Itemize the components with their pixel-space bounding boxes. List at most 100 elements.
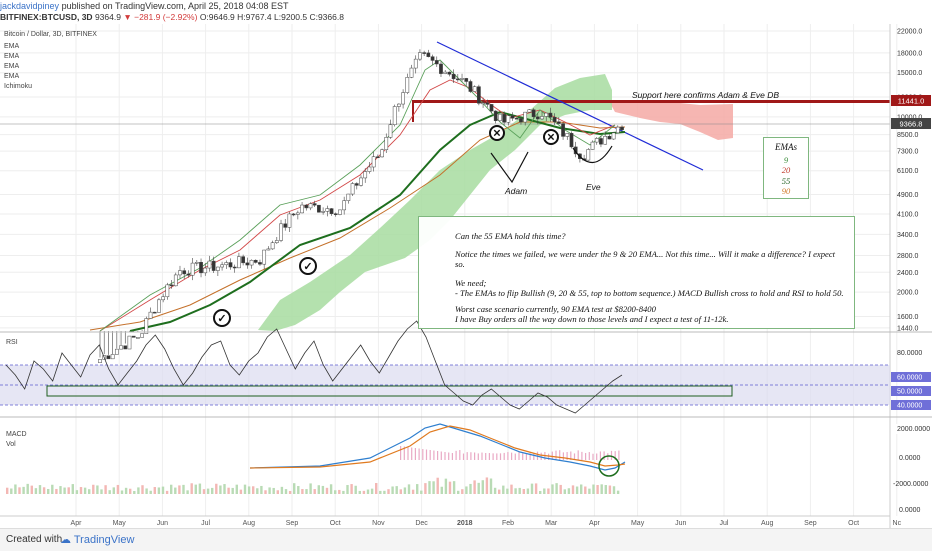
volume-bar [387, 489, 390, 494]
volume-bar [112, 487, 115, 494]
price-tick-11: 2800.0 [897, 253, 919, 260]
volume-bar [555, 483, 558, 494]
macd-histogram-bar [555, 450, 557, 460]
candle-body [401, 92, 405, 105]
volume-bar [428, 481, 431, 494]
volume-bar [211, 487, 214, 494]
volume-bar [424, 483, 427, 494]
volume-bar [182, 484, 185, 494]
volume-bar [592, 484, 595, 494]
candle-body [110, 354, 115, 360]
volume-bar [231, 487, 234, 494]
candle-body [127, 335, 132, 350]
time-tick-0: Apr [71, 520, 83, 527]
macd-cross-circle [598, 455, 620, 477]
candle-body [216, 266, 220, 271]
price-change: −281.9 (−2.92%) [134, 12, 198, 22]
volume-bar [543, 488, 546, 494]
volume-bar [252, 486, 255, 494]
macd-histogram-bar [418, 448, 420, 460]
volume-bar [18, 487, 21, 494]
volume-bar [440, 486, 443, 494]
candle-body [249, 259, 254, 266]
candle-body [611, 132, 616, 140]
note-paragraph-1: Notice the times we failed, we were unde… [455, 249, 836, 270]
candle-body [270, 242, 275, 250]
macd-tick-0: 0.0000 [899, 455, 921, 462]
volume-bar [334, 490, 337, 494]
macd-histogram-bar [525, 453, 527, 460]
current-price-tag [891, 118, 931, 129]
volume-bar [133, 490, 136, 494]
price-tick-5: 8500.0 [897, 132, 919, 139]
candle-body [165, 284, 170, 298]
volume-bar [551, 484, 554, 494]
candle-body [590, 141, 595, 150]
volume-bar [276, 490, 279, 494]
macd-histogram-bar [485, 452, 487, 460]
macd-histogram-bar [566, 451, 568, 460]
volume-bar [198, 483, 202, 494]
macd-histogram-bar [599, 451, 601, 460]
volume-bar [518, 487, 521, 494]
volume-bar [51, 484, 54, 494]
rsi-tick-50: 50.0000 [897, 389, 922, 396]
price-tick-6: 7300.0 [897, 149, 919, 156]
volume-bar [321, 485, 325, 494]
author-link[interactable]: jackdavidpiney [0, 1, 60, 11]
svg-text:✓: ✓ [217, 313, 226, 325]
time-tick-16: Aug [761, 520, 774, 527]
candle-body [144, 318, 149, 334]
candle-body [548, 112, 553, 118]
candle-body [540, 116, 544, 120]
candle-body [367, 166, 372, 172]
symbol-line: BITFINEX:BTCUSD, 3D 9364.9 ▼ −281.9 (−2.… [0, 12, 344, 22]
volume-bar [206, 488, 210, 494]
volume-bar [379, 490, 382, 494]
volume-bar [411, 489, 415, 494]
macd-histogram-bar [455, 450, 457, 460]
time-tick-17: Sep [804, 520, 817, 527]
volume-bar [157, 487, 161, 494]
macd-histogram-bar [533, 453, 535, 460]
macd-histogram-bar [433, 450, 435, 460]
volume-bar [264, 490, 267, 494]
ema-20-line [99, 79, 616, 332]
candle-body [460, 78, 464, 80]
volume-bar [170, 484, 173, 494]
volume-bar [473, 480, 476, 494]
ohlc-values: O:9646.9 H:9767.4 L:9200.5 C:9366.8 [199, 12, 344, 22]
candle-body [477, 86, 481, 104]
time-tick-6: Oct [330, 520, 341, 527]
macd-histogram-bar [470, 452, 472, 460]
ema-legend-box: EMAs 9 20 55 90 [763, 137, 809, 199]
candle-body [615, 126, 620, 134]
price-tick-2: 15000.0 [897, 70, 922, 77]
volume-bar [59, 486, 62, 494]
price-chart[interactable]: ✕ ✕ ✓ ✓ Support here confirms Adam & Eve… [0, 24, 932, 528]
macd-histogram-bar [573, 453, 576, 460]
candle-body [519, 118, 523, 123]
candle-body [194, 262, 199, 264]
check-mark-2: ✓ [213, 309, 231, 327]
candle-body [304, 204, 309, 209]
candle-body [106, 355, 111, 360]
candle-body [363, 171, 368, 179]
volume-bar [526, 488, 530, 494]
time-tick-9: 2018 [457, 520, 473, 527]
macd-histogram-bar [496, 453, 498, 460]
candle-body [603, 136, 608, 145]
macd-histogram-bar [518, 451, 520, 460]
legend-ema-2: EMA [4, 53, 20, 60]
legend-ema-4: EMA [4, 73, 20, 80]
volume-bar [272, 487, 275, 494]
legend-ema-1: EMA [4, 43, 20, 50]
vol-tick-0: 0.0000 [899, 507, 921, 514]
candle-body [173, 274, 178, 287]
candle-body [502, 113, 506, 123]
candle-body [430, 56, 435, 61]
candle-body [481, 102, 485, 105]
price-tick-12: 2400.0 [897, 270, 919, 277]
volume-bar [477, 482, 480, 494]
tradingview-logo[interactable]: ☁ TradingView [60, 534, 135, 546]
